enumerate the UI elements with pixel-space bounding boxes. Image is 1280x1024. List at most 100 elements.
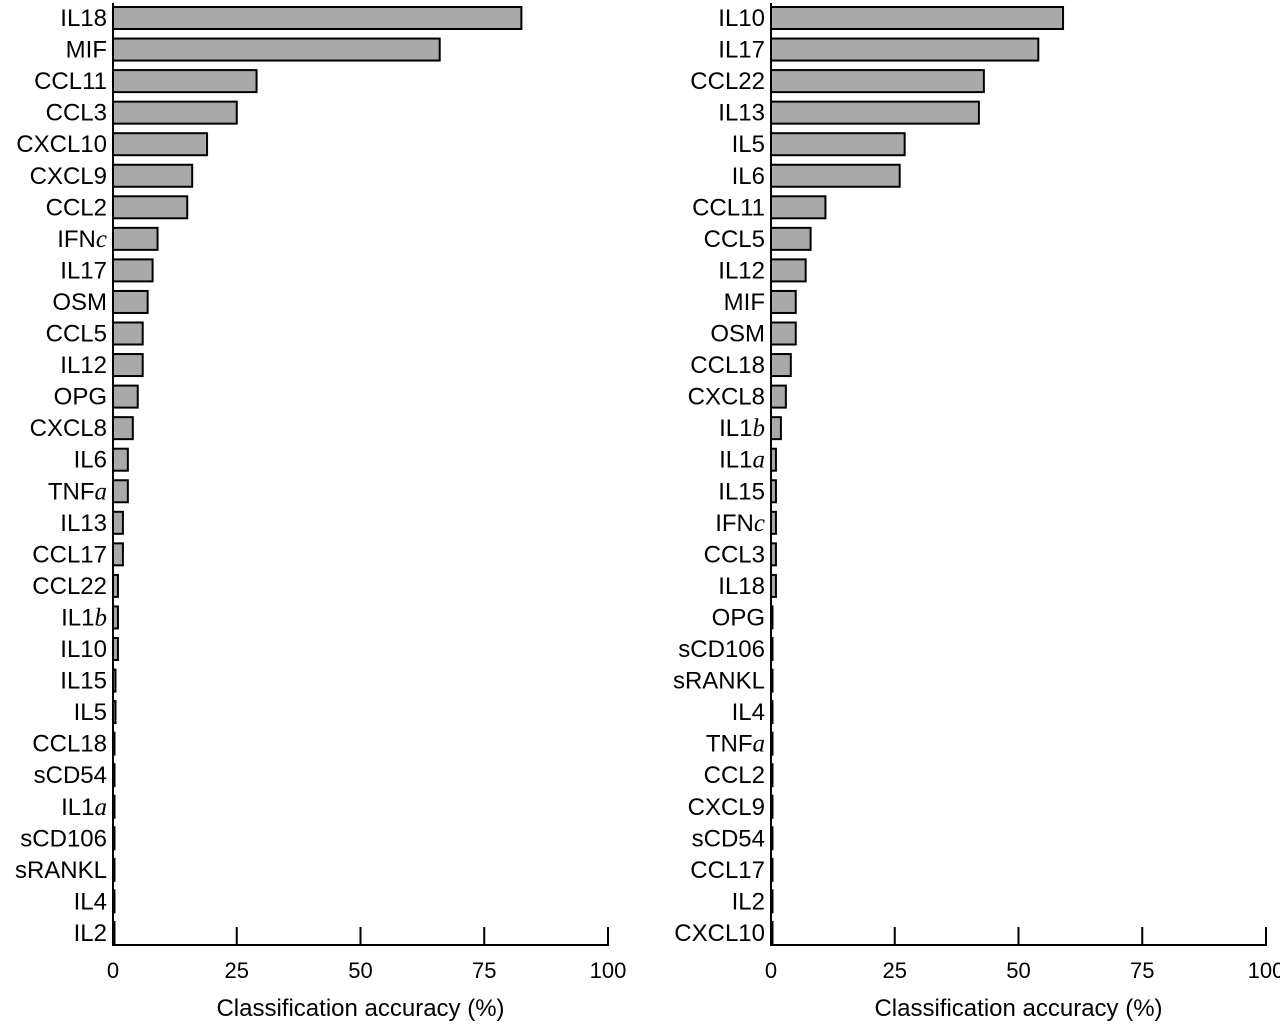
x-axis-title: Classification accuracy (%)	[216, 995, 504, 1022]
category-label: sCD54	[692, 825, 765, 852]
bar-osm	[770, 321, 797, 346]
bar-il5	[770, 132, 906, 157]
category-label: IL1a	[61, 794, 107, 821]
bar-il18	[112, 6, 523, 30]
category-label: IL10	[718, 5, 765, 32]
category-label: CCL18	[32, 731, 107, 758]
category-label: OPG	[712, 604, 765, 631]
category-label: IL15	[718, 478, 765, 505]
category-label: sCD54	[34, 762, 107, 789]
bar-ccl5	[770, 226, 812, 251]
x-tick-label: 0	[107, 958, 119, 983]
bar-il1b	[770, 416, 782, 441]
category-label: CCL22	[690, 68, 765, 95]
category-label: IL1a	[719, 447, 765, 474]
category-label: IL6	[74, 447, 107, 474]
category-label: CXCL8	[688, 384, 765, 411]
category-label: CCL3	[704, 541, 765, 568]
bar-il10	[770, 6, 1065, 30]
category-label: IL6	[732, 163, 765, 190]
category-label: IL10	[60, 636, 107, 663]
category-label: CCL17	[32, 541, 107, 568]
category-label: TNFa	[706, 731, 765, 758]
category-label: CCL2	[704, 762, 765, 789]
x-tick-label: 50	[1006, 958, 1030, 983]
category-label: IL12	[718, 257, 765, 284]
category-label: CXCL10	[16, 131, 107, 158]
category-label: sRANKL	[15, 857, 107, 884]
category-label: IL4	[732, 699, 765, 726]
category-label: sCD106	[20, 825, 107, 852]
bar-cxcl8	[112, 416, 134, 441]
category-label: IL1b	[719, 415, 765, 442]
bar-cxcl10	[112, 132, 209, 157]
bar-mif	[112, 37, 441, 62]
bar-il13	[770, 100, 980, 125]
bar-osm	[112, 289, 149, 314]
bar-tnfa	[112, 479, 129, 504]
bar-il12	[112, 353, 144, 378]
category-label: OSM	[710, 321, 765, 348]
bar-opg	[112, 384, 139, 409]
bar-ccl17	[112, 542, 124, 567]
category-label: CCL17	[690, 857, 765, 884]
right-bar-chart: IL10 IL17 CCL22 IL13 IL5 IL6 CCL11 CCL5 IL12 MIF O…	[673, 3, 1280, 1022]
category-label: IL17	[60, 257, 107, 284]
bar-ccl5	[112, 321, 144, 346]
bar-ccl3	[112, 100, 238, 125]
bar-ccl11	[112, 69, 258, 94]
category-label: TNFa	[48, 478, 107, 505]
category-label: IL15	[60, 668, 107, 695]
category-label: OSM	[52, 289, 107, 316]
bar-il6	[770, 163, 901, 188]
category-label: MIF	[66, 37, 107, 64]
category-label: CCL5	[704, 226, 765, 253]
category-label: MIF	[724, 289, 765, 316]
x-tick-label: 25	[225, 958, 249, 983]
bar-mif	[770, 289, 797, 314]
category-label: CCL11	[34, 68, 107, 95]
x-axis-title: Classification accuracy (%)	[874, 995, 1162, 1022]
category-label: IL12	[60, 352, 107, 379]
category-label: IL18	[60, 5, 107, 32]
category-label: IL5	[732, 131, 765, 158]
category-label: IL2	[74, 920, 107, 947]
category-label: IL5	[74, 699, 107, 726]
category-label: CXCL8	[30, 415, 107, 442]
category-label: CXCL9	[688, 794, 765, 821]
category-label: CCL3	[46, 100, 107, 127]
bar-ccl2	[112, 195, 189, 220]
bar-il13	[112, 510, 124, 535]
category-label: CCL11	[692, 194, 765, 221]
bar-ccl22	[770, 69, 985, 94]
category-label: IL13	[60, 510, 107, 537]
bar-cxcl8	[770, 384, 787, 409]
category-label: IFNc	[715, 510, 765, 537]
category-label: sRANKL	[673, 668, 765, 695]
bar-il17	[770, 37, 1040, 62]
x-tick-label: 75	[1130, 958, 1154, 983]
category-label: IL13	[718, 100, 765, 127]
x-tick-label: 100	[590, 958, 627, 983]
category-label: IL1b	[61, 604, 107, 631]
x-tick-label: 100	[1248, 958, 1280, 983]
category-label: CCL18	[690, 352, 765, 379]
bar-il6	[112, 447, 129, 472]
bar-cxcl9	[112, 163, 194, 188]
category-label: IL17	[718, 37, 765, 64]
category-label: IFNc	[57, 226, 107, 253]
x-tick-label: 75	[472, 958, 496, 983]
x-tick-label: 0	[765, 958, 777, 983]
x-tick-label: 50	[348, 958, 372, 983]
category-label: sCD106	[678, 636, 765, 663]
category-label: IL18	[718, 573, 765, 600]
bar-ccl18	[770, 353, 792, 378]
category-label: CXCL10	[674, 920, 765, 947]
category-label: CCL5	[46, 321, 107, 348]
bar-ifnc	[112, 226, 159, 251]
category-label: CXCL9	[30, 163, 107, 190]
category-label: OPG	[54, 384, 107, 411]
category-label: CCL2	[46, 194, 107, 221]
left-bar-chart: IL18 MIF CCL11 CCL3 CXCL10 CXCL9 CCL2 IFNc IL17 O…	[15, 3, 626, 1022]
